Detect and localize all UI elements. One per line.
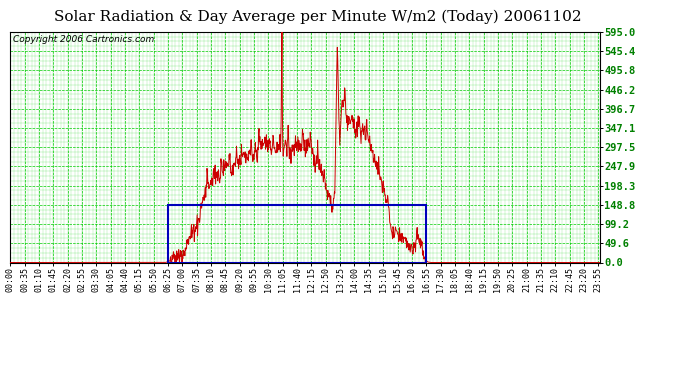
Text: Solar Radiation & Day Average per Minute W/m2 (Today) 20061102: Solar Radiation & Day Average per Minute…: [54, 9, 581, 24]
Text: Copyright 2006 Cartronics.com: Copyright 2006 Cartronics.com: [13, 35, 155, 44]
Bar: [168, 205, 426, 262]
